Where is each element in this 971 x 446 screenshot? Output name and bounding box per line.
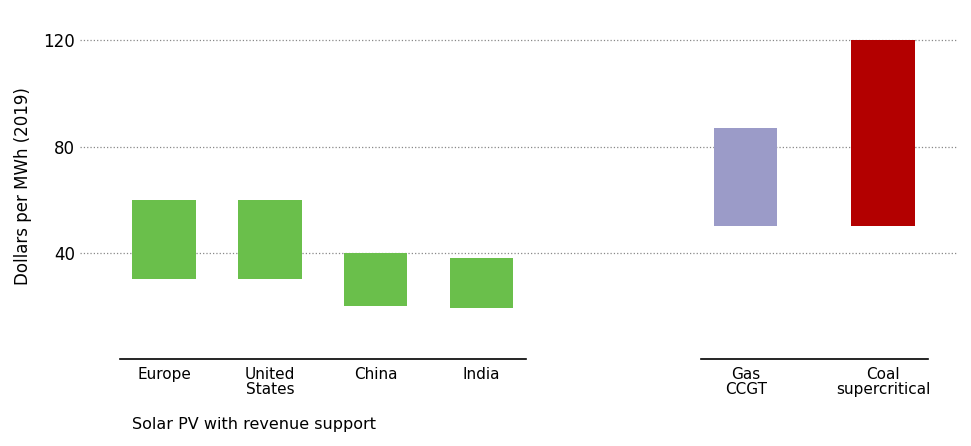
Bar xyxy=(714,128,778,226)
Bar xyxy=(344,252,408,306)
Bar xyxy=(132,199,196,279)
Bar xyxy=(450,258,513,308)
Bar xyxy=(852,41,915,226)
Bar xyxy=(238,199,302,279)
Y-axis label: Dollars per MWh (2019): Dollars per MWh (2019) xyxy=(14,87,32,285)
Text: Solar PV with revenue support: Solar PV with revenue support xyxy=(132,417,377,432)
